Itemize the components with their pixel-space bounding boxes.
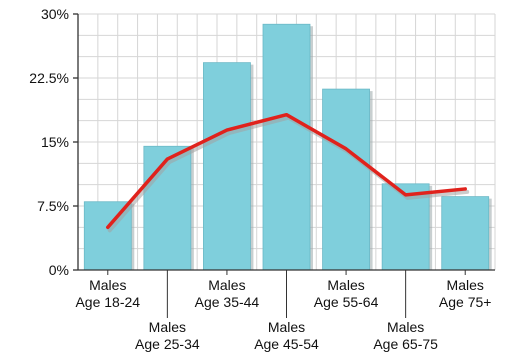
y-tick-label: 0% [49,262,69,278]
y-tick-label: 30% [41,6,69,22]
x-tick-label: Age 45-54 [254,336,319,352]
x-tick-label: Age 65-75 [373,336,438,352]
axis-layer [73,13,495,318]
x-tick-label: Males [447,277,484,293]
bar-layer [83,23,492,271]
y-tick-label: 22.5% [29,70,69,86]
bar-4 [262,23,311,271]
x-tick-label: Age 55-64 [314,294,379,310]
y-tick-label: 7.5% [37,198,69,214]
x-tick-label: Males [327,277,364,293]
y-tick-label: 15% [41,134,69,150]
x-tick-label: Males [149,319,186,335]
x-tick-label: Age 75+ [439,294,492,310]
bar-5 [322,88,370,271]
bar-7 [441,196,490,271]
x-tick-label: Age 35-44 [195,294,260,310]
x-tick-label: Males [89,277,126,293]
x-tick-label: Age 25-34 [135,336,200,352]
x-tick-label: Males [268,319,305,335]
x-tick-label: Males [208,277,245,293]
x-tick-label: Males [387,319,424,335]
line-layer [106,112,470,233]
x-tick-label: Age 18-24 [75,294,140,310]
line-series [106,112,467,230]
bar-3 [203,62,251,271]
